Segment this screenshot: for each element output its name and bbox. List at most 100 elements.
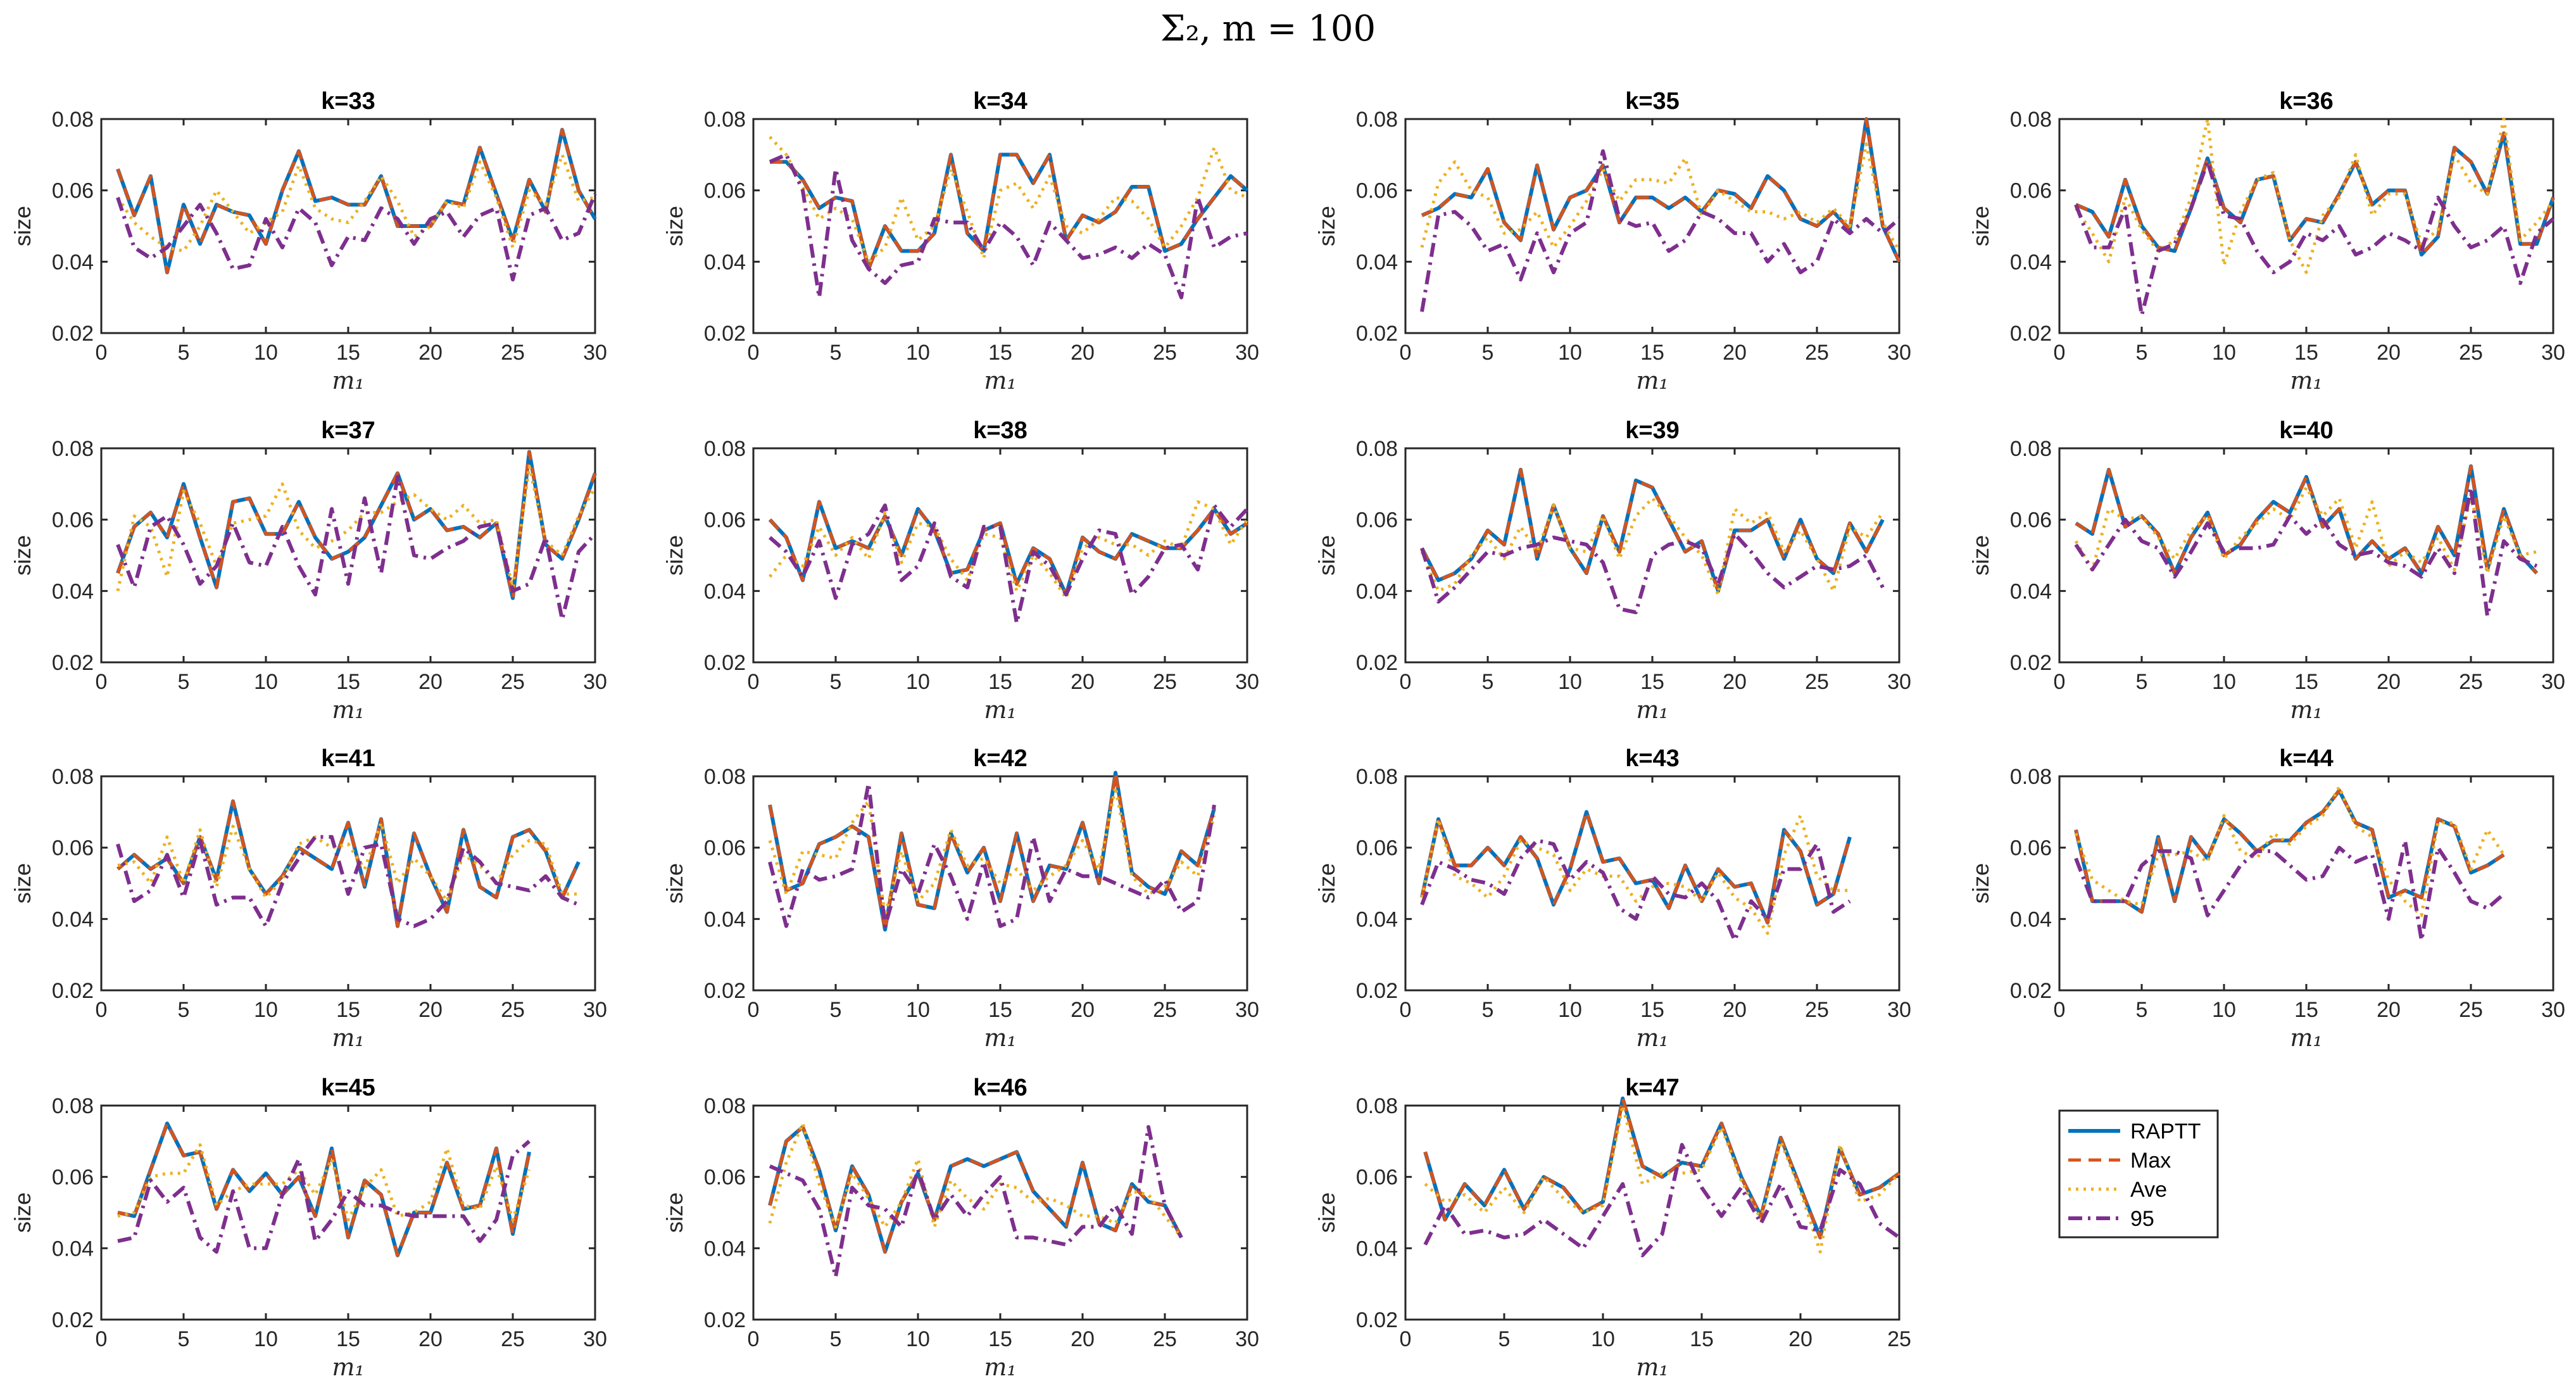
series-line-ave bbox=[117, 1143, 531, 1221]
series-line-max bbox=[116, 128, 597, 274]
x-tick-label: 0 bbox=[96, 341, 108, 365]
plot-area bbox=[1404, 1104, 1901, 1321]
y-tick-label: 0.08 bbox=[704, 437, 746, 461]
x-tick-label: 5 bbox=[830, 998, 842, 1022]
x-tick-label: 10 bbox=[254, 670, 278, 694]
x-tick-label: 5 bbox=[1482, 341, 1494, 365]
plot-area bbox=[100, 447, 596, 664]
y-tick-label: 0.08 bbox=[1356, 765, 1398, 789]
panel-k-41: k=41 0.02 0.04 0.06 0.08 0 5 10 15 20 25 30 size m₁ bbox=[9, 745, 607, 1052]
x-axis-label: m₁ bbox=[984, 696, 1016, 724]
panel-k-36: k=36 0.02 0.04 0.06 0.08 0 5 10 15 20 25 30 size m₁ bbox=[1968, 88, 2565, 394]
series-line-95 bbox=[116, 475, 597, 622]
x-tick-label: 10 bbox=[254, 1327, 278, 1351]
series-line-95 bbox=[2074, 838, 2505, 943]
series-line-max bbox=[2075, 132, 2555, 256]
y-tick-label: 0.06 bbox=[704, 1166, 746, 1190]
x-tick-label: 25 bbox=[1805, 998, 1829, 1022]
y-axis-label: size bbox=[1968, 535, 1994, 576]
plot-area bbox=[752, 447, 1248, 664]
x-axis-label: m₁ bbox=[332, 696, 364, 724]
x-tick-label: 20 bbox=[1071, 341, 1095, 365]
panel-k-46: k=46 0.02 0.04 0.06 0.08 0 5 10 15 20 25 30 size m₁ bbox=[662, 1075, 1259, 1381]
panel-k-34: k=34 0.02 0.04 0.06 0.08 0 5 10 15 20 25 30 size m₁ bbox=[662, 88, 1259, 394]
y-tick-label: 0.04 bbox=[704, 1237, 746, 1261]
y-axis-label: size bbox=[662, 1192, 688, 1233]
x-tick-label: 5 bbox=[830, 1327, 842, 1351]
y-axis-label: size bbox=[1314, 1192, 1340, 1233]
series-line-95 bbox=[2074, 486, 2538, 618]
x-tick-label: 15 bbox=[2294, 341, 2318, 365]
x-axis-label: m₁ bbox=[2290, 696, 2322, 724]
y-axis-label: size bbox=[662, 863, 688, 904]
panel-title: k=46 bbox=[973, 1075, 1027, 1101]
x-tick-label: 5 bbox=[178, 1327, 190, 1351]
y-tick-label: 0.02 bbox=[2010, 651, 2052, 675]
x-tick-label: 20 bbox=[418, 1327, 443, 1351]
y-tick-label: 0.02 bbox=[1356, 651, 1398, 675]
panel-k-44: k=44 0.02 0.04 0.06 0.08 0 5 10 15 20 25 30 size m₁ bbox=[1968, 745, 2565, 1052]
panel-k-37: k=37 0.02 0.04 0.06 0.08 0 5 10 15 20 25 30 size m₁ bbox=[9, 417, 607, 724]
y-tick-label: 0.06 bbox=[2010, 836, 2052, 861]
y-tick-label: 0.06 bbox=[704, 508, 746, 533]
y-axis-label: size bbox=[9, 863, 35, 904]
y-tick-label: 0.08 bbox=[52, 1094, 94, 1118]
x-tick-label: 15 bbox=[988, 670, 1012, 694]
x-tick-label: 0 bbox=[96, 670, 108, 694]
x-tick-label: 5 bbox=[2136, 341, 2148, 365]
y-axis-label: size bbox=[9, 1192, 35, 1233]
x-tick-label: 0 bbox=[748, 1327, 760, 1351]
panel-title: k=37 bbox=[321, 417, 375, 444]
x-tick-label: 0 bbox=[96, 998, 108, 1022]
x-tick-label: 30 bbox=[583, 998, 607, 1022]
series-line-max bbox=[117, 1121, 531, 1258]
series-line-95 bbox=[768, 781, 1216, 928]
y-axis-label: size bbox=[1968, 206, 1994, 246]
x-tick-label: 10 bbox=[1558, 998, 1582, 1022]
x-tick-label: 0 bbox=[1400, 1327, 1412, 1351]
plot-area bbox=[752, 1104, 1248, 1321]
y-tick-label: 0.04 bbox=[52, 1237, 94, 1261]
series-line-95 bbox=[769, 153, 1248, 300]
y-tick-label: 0.02 bbox=[1356, 1308, 1398, 1332]
y-tick-label: 0.06 bbox=[52, 1166, 94, 1190]
series-line-max bbox=[2075, 464, 2538, 575]
x-tick-label: 30 bbox=[1235, 670, 1259, 694]
panel-k-45: k=45 0.02 0.04 0.06 0.08 0 5 10 15 20 25 30 size m₁ bbox=[9, 1075, 607, 1381]
x-tick-label: 15 bbox=[988, 998, 1012, 1022]
x-axis-label: m₁ bbox=[1636, 367, 1668, 394]
y-tick-label: 0.04 bbox=[1356, 907, 1398, 931]
panel-title: k=45 bbox=[321, 1075, 375, 1101]
x-axis-label: m₁ bbox=[1636, 696, 1668, 724]
y-tick-label: 0.08 bbox=[1356, 437, 1398, 461]
x-tick-label: 20 bbox=[1071, 1327, 1095, 1351]
x-tick-label: 30 bbox=[1887, 998, 1911, 1022]
y-tick-label: 0.06 bbox=[704, 179, 746, 203]
y-axis-label: size bbox=[1314, 863, 1340, 904]
x-tick-label: 20 bbox=[1723, 998, 1747, 1022]
series-line-ave bbox=[1420, 142, 1901, 252]
y-tick-label: 0.04 bbox=[52, 250, 94, 274]
series-line-95 bbox=[769, 503, 1249, 625]
x-tick-label: 20 bbox=[418, 998, 443, 1022]
y-tick-label: 0.08 bbox=[704, 1094, 746, 1118]
y-tick-label: 0.06 bbox=[52, 836, 94, 861]
x-tick-label: 15 bbox=[988, 1327, 1012, 1351]
panel-k-33: k=33 0.02 0.04 0.06 0.08 0 5 10 15 20 25 30 size m₁ bbox=[9, 88, 607, 394]
series-line-ave bbox=[2074, 117, 2554, 274]
y-tick-label: 0.02 bbox=[52, 979, 94, 1003]
x-tick-label: 5 bbox=[1482, 670, 1494, 694]
series-line-max bbox=[116, 450, 597, 600]
series-line-max bbox=[1423, 1097, 1901, 1239]
x-tick-label: 5 bbox=[830, 341, 842, 365]
y-axis-label: size bbox=[9, 206, 35, 246]
panel-k-47: k=47 0.02 0.04 0.06 0.08 0 5 10 15 20 25 size m₁ bbox=[1314, 1075, 1911, 1381]
plot-area bbox=[100, 775, 596, 992]
x-tick-label: 5 bbox=[2136, 998, 2148, 1022]
y-tick-label: 0.06 bbox=[1356, 1166, 1398, 1190]
y-tick-label: 0.02 bbox=[704, 979, 746, 1003]
y-tick-label: 0.06 bbox=[704, 836, 746, 861]
y-tick-label: 0.02 bbox=[704, 322, 746, 346]
panel-title: k=47 bbox=[1625, 1075, 1680, 1101]
y-tick-label: 0.08 bbox=[2010, 437, 2052, 461]
